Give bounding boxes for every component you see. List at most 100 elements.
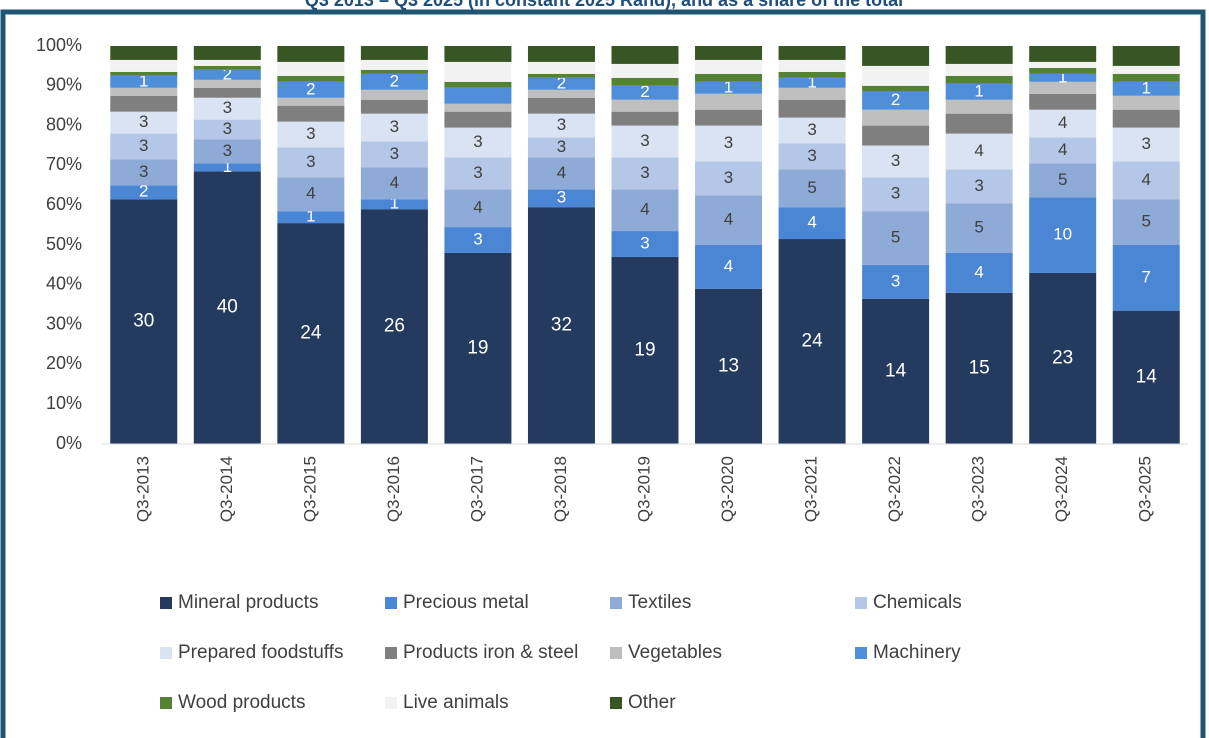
bar-segment — [862, 65, 930, 86]
bar-segment — [360, 69, 428, 74]
y-tick-label: 60% — [46, 194, 82, 214]
bar-segment — [444, 252, 512, 444]
bar-segment — [1029, 137, 1097, 164]
bar-segment — [778, 99, 846, 118]
bar-segment — [277, 81, 345, 98]
bar-segment — [945, 63, 1013, 76]
data-label: 19 — [467, 337, 488, 358]
bar-segment — [611, 231, 679, 257]
data-label: 4 — [306, 184, 315, 203]
bar-segment — [945, 169, 1013, 204]
data-label: 4 — [724, 210, 733, 229]
data-label: 2 — [891, 90, 900, 109]
data-label: 3 — [891, 184, 900, 203]
bar-segment — [193, 87, 261, 98]
data-label: 3 — [807, 146, 816, 165]
bar-segment — [360, 113, 428, 142]
data-label: 1 — [724, 77, 733, 96]
data-label: 1 — [1058, 67, 1067, 86]
x-tick-label: Q3-2020 — [718, 456, 737, 522]
bar-segment — [695, 161, 763, 196]
bar-segment — [778, 59, 846, 72]
bar-segment — [862, 298, 930, 444]
data-label: 1 — [1141, 78, 1150, 97]
bar-segment — [1112, 81, 1180, 96]
bar-segment — [360, 209, 428, 444]
bar-segment — [444, 127, 512, 158]
bar-segment — [1112, 161, 1180, 200]
bar-segment — [193, 163, 261, 172]
data-label: 30 — [133, 311, 154, 332]
bar-segment — [193, 139, 261, 164]
bar-segment — [110, 133, 178, 160]
bar-segment — [695, 81, 763, 94]
bar-segment — [695, 125, 763, 162]
legend-label: Wood products — [178, 692, 305, 713]
bar-segment — [862, 46, 930, 66]
bar-segment — [277, 75, 345, 82]
bar-segment — [360, 59, 428, 70]
bar-segment — [778, 46, 846, 60]
data-label: 3 — [306, 124, 315, 143]
legend-label: Chemicals — [873, 592, 962, 613]
y-tick-label: 0% — [56, 433, 82, 453]
bar-segment — [1029, 109, 1097, 138]
data-label: 2 — [640, 82, 649, 101]
x-tick-label: Q3-2018 — [551, 456, 570, 522]
bar-segment — [110, 75, 178, 88]
data-label: 1 — [223, 157, 232, 176]
x-tick-label: Q3-2024 — [1052, 456, 1071, 522]
bar-segment — [444, 157, 512, 190]
bar-segment — [193, 171, 261, 444]
data-label: 3 — [306, 152, 315, 171]
bar-segment — [611, 125, 679, 158]
bar-segment — [527, 157, 595, 190]
bar-segment — [110, 46, 178, 60]
data-label: 32 — [551, 315, 572, 336]
bar-segment — [1112, 245, 1180, 311]
legend-swatch — [385, 647, 397, 659]
bar-segment — [611, 157, 679, 190]
bar-segment — [695, 245, 763, 289]
data-label: 3 — [139, 162, 148, 181]
bar-segment — [778, 169, 846, 208]
bar-segment — [862, 125, 930, 146]
bar-segment — [695, 195, 763, 245]
bar-segment — [611, 85, 679, 100]
bar-segment — [527, 137, 595, 158]
bar-segment — [1029, 93, 1097, 110]
data-label: 7 — [1141, 267, 1150, 286]
bar-segment — [444, 103, 512, 112]
data-label: 13 — [718, 355, 739, 376]
bar-segment — [1112, 73, 1180, 82]
data-label: 4 — [1058, 140, 1067, 159]
legend-swatch — [160, 597, 172, 609]
bar-segment — [527, 46, 595, 62]
legend-swatch — [610, 597, 622, 609]
legend-label: Other — [628, 692, 676, 713]
bar-segment — [945, 83, 1013, 100]
legend-swatch — [160, 647, 172, 659]
x-tick-label: Q3-2017 — [467, 456, 486, 522]
data-label: 2 — [557, 73, 566, 92]
bar-segment — [1112, 109, 1180, 128]
data-label: 3 — [724, 168, 733, 187]
bar-segment — [277, 105, 345, 122]
bar-segment — [277, 223, 345, 444]
bar-segment — [695, 73, 763, 82]
bar-segment — [277, 121, 345, 148]
bar-segment — [360, 73, 428, 90]
bar-segment — [193, 46, 261, 60]
legend-swatch — [160, 697, 172, 709]
data-label: 2 — [306, 79, 315, 98]
legend-label: Prepared foodstuffs — [178, 642, 343, 663]
bar-segment — [193, 69, 261, 80]
bar-segment — [695, 288, 763, 444]
data-label: 4 — [390, 173, 399, 192]
bar-segment — [778, 117, 846, 144]
legend-swatch — [610, 697, 622, 709]
data-label: 3 — [807, 120, 816, 139]
y-tick-label: 70% — [46, 154, 82, 174]
bar-segment — [527, 77, 595, 90]
data-label: 2 — [139, 182, 148, 201]
